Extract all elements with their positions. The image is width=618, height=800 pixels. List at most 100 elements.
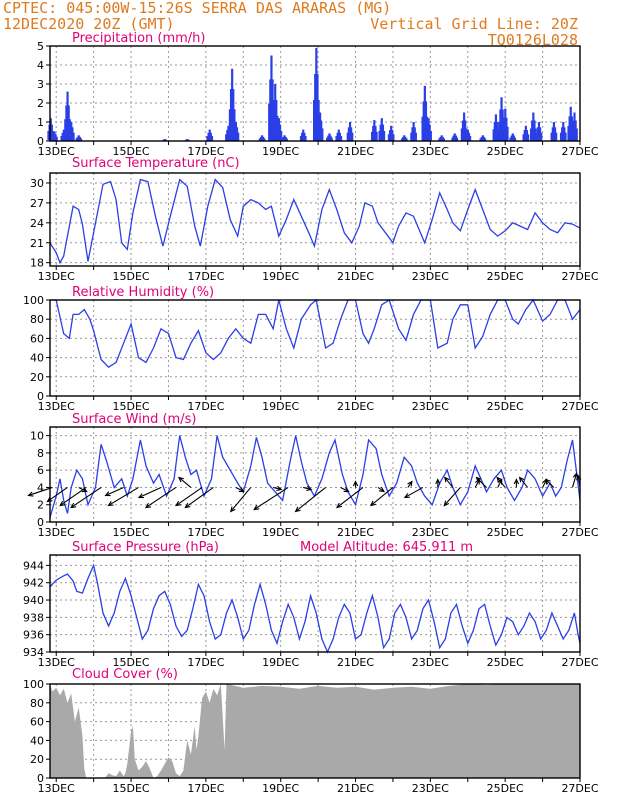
precip-bar [226,130,229,141]
panel-4: 0 2 4 6 8 10 13DEC 15DEC 17DEC 19DEC 21DEC 23DEC 25D… [27,412,599,539]
precip-bar [374,125,377,141]
precip-bar [259,136,263,141]
panel-title: Cloud Cover (%) [72,667,178,682]
precip-bar [469,135,472,141]
ytick-label: 2 [37,97,44,110]
precip-bar [228,109,232,141]
ytick-label: 944 [23,559,44,572]
precip-bar [237,132,240,141]
precip-bar [52,134,55,141]
wind-vector-head [294,506,301,513]
xtick-label: 19DEC [262,526,299,539]
precip-bar [441,136,444,141]
wind-vector [145,486,177,508]
panel-title: Surface Temperature (nC) [72,156,240,171]
wind-vector [404,486,424,498]
precip-bar [500,97,503,141]
ytick-label: 942 [23,577,44,590]
precip-bar [277,118,281,141]
precip-bar [347,127,350,141]
precip-bar [258,138,261,141]
precip-bar [540,132,543,141]
wind-vector [175,487,203,506]
precip-bar [209,132,212,141]
wind-vector-head [335,502,343,509]
precip-bar [524,125,527,141]
precip-bar [495,121,499,141]
precip-bar [339,135,343,141]
precip-bar [498,121,501,141]
header-product-code: TQ0126L028 [488,31,578,49]
precip-bar [464,135,467,141]
wind-vector-head [518,476,525,483]
precip-bar [511,133,514,141]
precip-bar [529,128,533,141]
precip-bar [428,124,431,141]
precip-bar [499,109,502,141]
wind-vector-head [27,491,34,497]
precip-bar [326,137,329,141]
wind-vector-head [276,485,283,492]
wind-vector [336,487,364,508]
wind-vector-head [513,478,520,485]
ytick-label: 100 [23,294,44,307]
precip-bar [280,130,283,141]
precip-bar [348,122,352,141]
precip-bar [235,127,239,141]
ytick-label: 4 [37,481,44,494]
precip-bar [302,129,305,141]
xtick-label: 25DEC [487,782,524,795]
precip-bar [299,135,303,141]
ytick-label: 40 [30,352,44,365]
panel-title: Relative Humidity (%) [72,285,214,300]
wind-vector-head [407,480,413,487]
xtick-label: 23DEC [412,782,449,795]
precip-bar [392,134,395,141]
xtick-label: 25DEC [487,656,524,669]
xtick-label: 25DEC [487,270,524,283]
precip-bar [467,132,471,141]
precip-bar [53,131,56,141]
series-line [49,563,581,654]
precip-bar [62,129,65,141]
precip-bar [233,109,236,141]
xtick-label: 21DEC [337,656,374,669]
precip-bar [402,136,405,141]
wind-vector [253,486,289,510]
ytick-label: 60 [30,332,44,345]
precip-bar [404,136,407,141]
precip-bar [454,135,457,141]
precip-bar [438,138,441,141]
precip-bar [328,133,331,141]
ytick-label: 938 [23,611,44,624]
ytick-label: 20 [30,753,44,766]
precip-bar [69,127,72,141]
xtick-label: 13DEC [38,400,75,413]
wind-vector [370,487,394,506]
xtick-label: 17DEC [187,526,224,539]
precip-bar [534,128,537,141]
xtick-label: 13DEC [38,270,75,283]
precip-bar [271,115,275,141]
precip-bar [378,130,381,141]
panel-6: 0 20 40 60 80 100 13DEC 15DEC 17DEC 19DEC 21DEC 23D… [23,667,599,795]
precip-bar [564,132,567,141]
precip-bar [553,127,557,141]
precip-bar [463,112,466,141]
precip-bar [225,134,228,141]
precip-bar [537,122,541,141]
xtick-label: 27DEC [561,782,598,795]
model-altitude-label: Model Altitude: 645.911 m [300,540,473,555]
xtick-label: 17DEC [187,400,224,413]
precip-bar [497,129,500,141]
xtick-label: 13DEC [38,526,75,539]
precip-bar [464,120,467,141]
wind-vector-head [104,491,111,497]
precip-bar [210,135,214,141]
wind-vector-head [238,487,245,493]
precip-bar [275,130,278,141]
wind-vector-head [137,493,145,499]
panel-frame [49,426,581,523]
precip-bar [533,120,536,141]
